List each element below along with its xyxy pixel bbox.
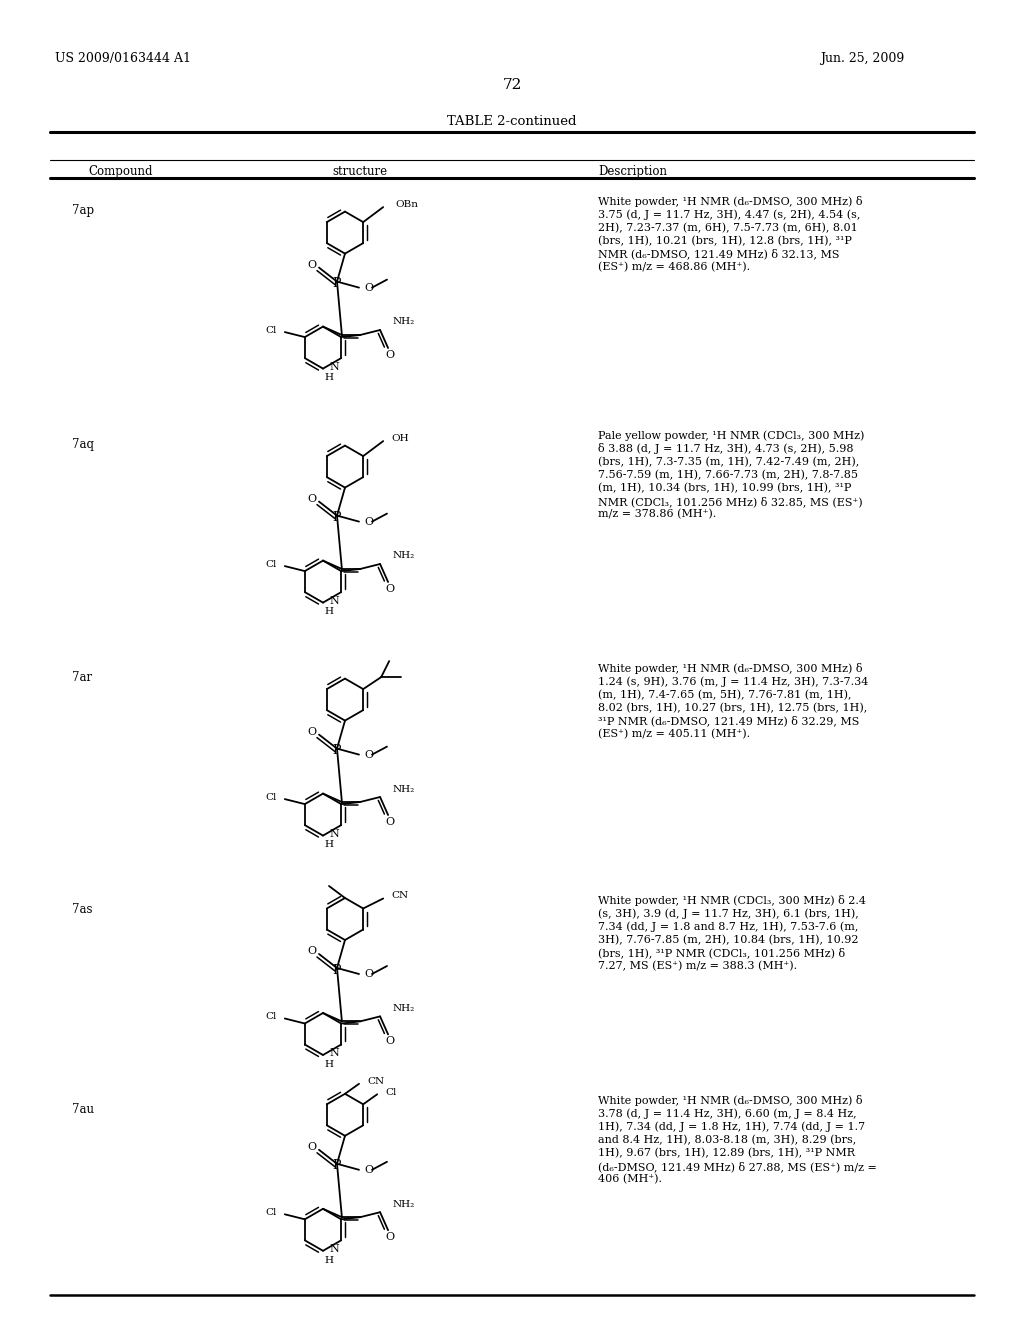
Text: O: O — [385, 1036, 394, 1047]
Text: Cl: Cl — [265, 326, 276, 334]
Text: 7ar: 7ar — [72, 671, 92, 684]
Text: White powder, ¹H NMR (CDCl₃, 300 MHz) δ 2.4: White powder, ¹H NMR (CDCl₃, 300 MHz) δ … — [598, 895, 866, 906]
Text: US 2009/0163444 A1: US 2009/0163444 A1 — [55, 51, 191, 65]
Text: Jun. 25, 2009: Jun. 25, 2009 — [820, 51, 904, 65]
Text: O: O — [307, 260, 316, 269]
Text: 7.56-7.59 (m, 1H), 7.66-7.73 (m, 2H), 7.8-7.85: 7.56-7.59 (m, 1H), 7.66-7.73 (m, 2H), 7.… — [598, 470, 858, 480]
Text: 3H), 7.76-7.85 (m, 2H), 10.84 (brs, 1H), 10.92: 3H), 7.76-7.85 (m, 2H), 10.84 (brs, 1H),… — [598, 935, 858, 945]
Text: (s, 3H), 3.9 (d, J = 11.7 Hz, 3H), 6.1 (brs, 1H),: (s, 3H), 3.9 (d, J = 11.7 Hz, 3H), 6.1 (… — [598, 908, 859, 919]
Text: N: N — [330, 1243, 339, 1254]
Text: P: P — [333, 744, 341, 758]
Text: Cl: Cl — [265, 792, 276, 801]
Text: (brs, 1H), 10.21 (brs, 1H), 12.8 (brs, 1H), ³¹P: (brs, 1H), 10.21 (brs, 1H), 12.8 (brs, 1… — [598, 235, 852, 246]
Text: 1H), 9.67 (brs, 1H), 12.89 (brs, 1H), ³¹P NMR: 1H), 9.67 (brs, 1H), 12.89 (brs, 1H), ³¹… — [598, 1148, 855, 1158]
Text: H: H — [325, 841, 334, 849]
Text: Description: Description — [598, 165, 667, 178]
Text: (brs, 1H), 7.3-7.35 (m, 1H), 7.42-7.49 (m, 2H),: (brs, 1H), 7.3-7.35 (m, 1H), 7.42-7.49 (… — [598, 457, 859, 467]
Text: (m, 1H), 7.4-7.65 (m, 5H), 7.76-7.81 (m, 1H),: (m, 1H), 7.4-7.65 (m, 5H), 7.76-7.81 (m,… — [598, 689, 852, 700]
Text: (brs, 1H), ³¹P NMR (CDCl₃, 101.256 MHz) δ: (brs, 1H), ³¹P NMR (CDCl₃, 101.256 MHz) … — [598, 948, 845, 958]
Text: N: N — [330, 1048, 339, 1059]
Text: 7.34 (dd, J = 1.8 and 8.7 Hz, 1H), 7.53-7.6 (m,: 7.34 (dd, J = 1.8 and 8.7 Hz, 1H), 7.53-… — [598, 921, 858, 932]
Text: 3.78 (d, J = 11.4 Hz, 3H), 6.60 (m, J = 8.4 Hz,: 3.78 (d, J = 11.4 Hz, 3H), 6.60 (m, J = … — [598, 1109, 857, 1119]
Text: H: H — [325, 607, 334, 616]
Text: 7as: 7as — [72, 903, 92, 916]
Text: Cl: Cl — [265, 560, 276, 569]
Text: (d₆-DMSO, 121.49 MHz) δ 27.88, MS (ES⁺) m/z =: (d₆-DMSO, 121.49 MHz) δ 27.88, MS (ES⁺) … — [598, 1162, 877, 1172]
Text: (ES⁺) m/z = 405.11 (MH⁺).: (ES⁺) m/z = 405.11 (MH⁺). — [598, 729, 751, 739]
Text: White powder, ¹H NMR (d₆-DMSO, 300 MHz) δ: White powder, ¹H NMR (d₆-DMSO, 300 MHz) … — [598, 663, 862, 675]
Text: NH₂: NH₂ — [392, 784, 415, 793]
Text: 7aq: 7aq — [72, 438, 94, 451]
Text: H: H — [325, 1255, 334, 1265]
Text: 3.75 (d, J = 11.7 Hz, 3H), 4.47 (s, 2H), 4.54 (s,: 3.75 (d, J = 11.7 Hz, 3H), 4.47 (s, 2H),… — [598, 209, 860, 219]
Text: 7au: 7au — [72, 1104, 94, 1115]
Text: NMR (d₆-DMSO, 121.49 MHz) δ 32.13, MS: NMR (d₆-DMSO, 121.49 MHz) δ 32.13, MS — [598, 248, 840, 260]
Text: O: O — [307, 494, 316, 504]
Text: OH: OH — [391, 433, 409, 442]
Text: OBn: OBn — [395, 199, 418, 209]
Text: White powder, ¹H NMR (d₆-DMSO, 300 MHz) δ: White powder, ¹H NMR (d₆-DMSO, 300 MHz) … — [598, 1096, 862, 1106]
Text: H: H — [325, 374, 334, 383]
Text: O: O — [385, 1232, 394, 1242]
Text: NH₂: NH₂ — [392, 1200, 415, 1209]
Text: P: P — [333, 964, 341, 977]
Text: 406 (MH⁺).: 406 (MH⁺). — [598, 1175, 662, 1184]
Text: O: O — [385, 817, 394, 828]
Text: 8.02 (brs, 1H), 10.27 (brs, 1H), 12.75 (brs, 1H),: 8.02 (brs, 1H), 10.27 (brs, 1H), 12.75 (… — [598, 702, 867, 713]
Text: O: O — [307, 1142, 316, 1152]
Text: 72: 72 — [503, 78, 521, 92]
Text: NH₂: NH₂ — [392, 1005, 415, 1012]
Text: (m, 1H), 10.34 (brs, 1H), 10.99 (brs, 1H), ³¹P: (m, 1H), 10.34 (brs, 1H), 10.99 (brs, 1H… — [598, 483, 851, 494]
Text: O: O — [364, 516, 373, 527]
Text: O: O — [307, 726, 316, 737]
Text: Pale yellow powder, ¹H NMR (CDCl₃, 300 MHz): Pale yellow powder, ¹H NMR (CDCl₃, 300 M… — [598, 430, 864, 441]
Text: NH₂: NH₂ — [392, 318, 415, 326]
Text: NMR (CDCl₃, 101.256 MHz) δ 32.85, MS (ES⁺): NMR (CDCl₃, 101.256 MHz) δ 32.85, MS (ES… — [598, 496, 862, 507]
Text: and 8.4 Hz, 1H), 8.03-8.18 (m, 3H), 8.29 (brs,: and 8.4 Hz, 1H), 8.03-8.18 (m, 3H), 8.29… — [598, 1135, 856, 1144]
Text: 7.27, MS (ES⁺) m/z = 388.3 (MH⁺).: 7.27, MS (ES⁺) m/z = 388.3 (MH⁺). — [598, 961, 797, 972]
Text: O: O — [364, 1164, 373, 1175]
Text: Cl: Cl — [265, 1012, 276, 1020]
Text: P: P — [333, 511, 341, 524]
Text: 7ap: 7ap — [72, 205, 94, 216]
Text: NH₂: NH₂ — [392, 552, 415, 561]
Text: O: O — [385, 583, 394, 594]
Text: N: N — [330, 829, 339, 838]
Text: 1.24 (s, 9H), 3.76 (m, J = 11.4 Hz, 3H), 7.3-7.34: 1.24 (s, 9H), 3.76 (m, J = 11.4 Hz, 3H),… — [598, 676, 868, 686]
Text: H: H — [325, 1060, 334, 1069]
Text: structure: structure — [332, 165, 387, 178]
Text: CN: CN — [391, 891, 409, 900]
Text: N: N — [330, 595, 339, 606]
Text: O: O — [364, 282, 373, 293]
Text: O: O — [364, 969, 373, 979]
Text: O: O — [385, 350, 394, 360]
Text: Compound: Compound — [88, 165, 153, 178]
Text: 2H), 7.23-7.37 (m, 6H), 7.5-7.73 (m, 6H), 8.01: 2H), 7.23-7.37 (m, 6H), 7.5-7.73 (m, 6H)… — [598, 222, 858, 232]
Text: (ES⁺) m/z = 468.86 (MH⁺).: (ES⁺) m/z = 468.86 (MH⁺). — [598, 261, 751, 272]
Text: m/z = 378.86 (MH⁺).: m/z = 378.86 (MH⁺). — [598, 510, 716, 520]
Text: 1H), 7.34 (dd, J = 1.8 Hz, 1H), 7.74 (dd, J = 1.7: 1H), 7.34 (dd, J = 1.8 Hz, 1H), 7.74 (dd… — [598, 1122, 865, 1133]
Text: Cl: Cl — [385, 1088, 396, 1097]
Text: N: N — [330, 362, 339, 372]
Text: CN: CN — [367, 1077, 384, 1086]
Text: TABLE 2-continued: TABLE 2-continued — [447, 115, 577, 128]
Text: Cl: Cl — [265, 1208, 276, 1217]
Text: ³¹P NMR (d₆-DMSO, 121.49 MHz) δ 32.29, MS: ³¹P NMR (d₆-DMSO, 121.49 MHz) δ 32.29, M… — [598, 715, 859, 726]
Text: P: P — [333, 1159, 341, 1172]
Text: δ 3.88 (d, J = 11.7 Hz, 3H), 4.73 (s, 2H), 5.98: δ 3.88 (d, J = 11.7 Hz, 3H), 4.73 (s, 2H… — [598, 444, 853, 454]
Text: O: O — [307, 946, 316, 956]
Text: O: O — [364, 750, 373, 759]
Text: White powder, ¹H NMR (d₆-DMSO, 300 MHz) δ: White powder, ¹H NMR (d₆-DMSO, 300 MHz) … — [598, 195, 862, 207]
Text: P: P — [333, 277, 341, 290]
